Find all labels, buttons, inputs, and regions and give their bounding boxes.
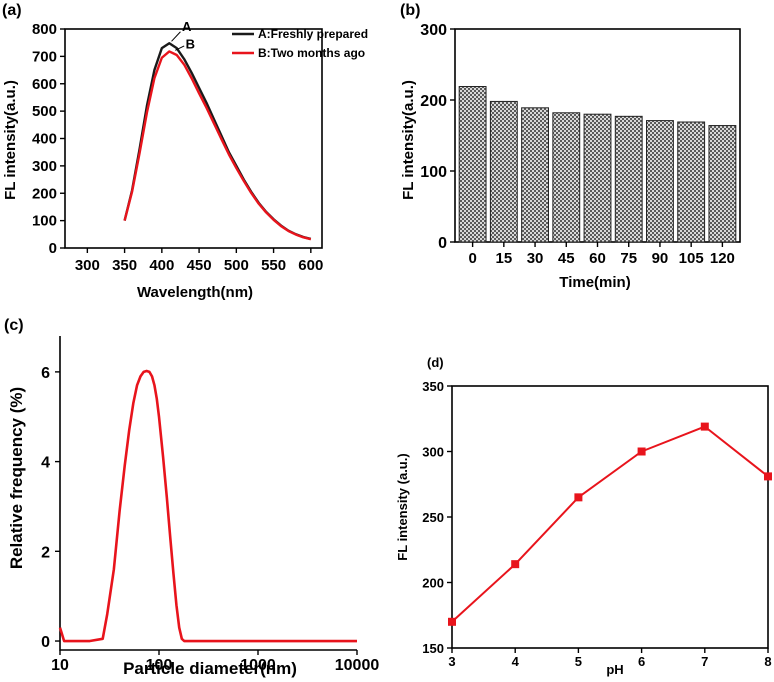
panel-d-xtick-label: 3 bbox=[448, 654, 455, 669]
panel-b-bar bbox=[458, 86, 487, 243]
panel-a-ytick-label: 700 bbox=[32, 48, 57, 65]
panel-d-marker bbox=[511, 560, 520, 569]
panel-a-frame bbox=[64, 28, 323, 249]
panel-d: (d) FL intensity (a.u.) pH 3 4 5 6 7 8 150 200 2… bbox=[395, 355, 772, 677]
panel-b-xtick-label: 120 bbox=[710, 250, 735, 267]
panel-b-ytick-label: 0 bbox=[438, 235, 447, 252]
panel-a: (a) FL intensity(a.u.) Wavelength(nm) 30… bbox=[2, 2, 368, 301]
panel-d-ytick-label: 300 bbox=[422, 445, 444, 460]
panel-c-ytick-label: 0 bbox=[41, 634, 50, 651]
panel-a-xtick-label: 550 bbox=[261, 257, 286, 274]
panel-a-ytick-label: 100 bbox=[32, 213, 57, 230]
panel-b-xtick-label: 90 bbox=[652, 250, 669, 267]
panel-b-bar bbox=[583, 113, 612, 243]
panel-b-bar bbox=[489, 100, 518, 243]
panel-a-annot-b-leader bbox=[175, 45, 185, 51]
panel-a-xtick-label: 600 bbox=[298, 257, 323, 274]
panel-a-annot-a-leader bbox=[171, 31, 181, 42]
panel-a-xtick-label: 350 bbox=[112, 257, 137, 274]
panel-b-xtick-label: 15 bbox=[495, 250, 512, 267]
panel-a-ytick-label: 200 bbox=[32, 185, 57, 202]
panel-a-ylabel: FL intensity(a.u.) bbox=[2, 80, 19, 200]
panel-c-xtick-label: 100 bbox=[146, 657, 173, 674]
panel-b-ytick-label: 200 bbox=[420, 93, 447, 110]
panel-c-ytick-label: 2 bbox=[41, 544, 50, 561]
panel-b-xtick-label: 105 bbox=[679, 250, 704, 267]
panel-d-ytick-label: 150 bbox=[422, 641, 444, 656]
panel-b-bar bbox=[614, 115, 643, 243]
panel-a-xtick-label: 400 bbox=[149, 257, 174, 274]
panel-b-xtick-label: 75 bbox=[620, 250, 637, 267]
panel-d-marker bbox=[574, 493, 583, 502]
panel-a-ytick-label: 400 bbox=[32, 131, 57, 148]
panel-b-xtick-label: 60 bbox=[589, 250, 606, 267]
panel-c-xlabel: Particle diameter(nm) bbox=[123, 659, 297, 678]
panel-c-xtick-label: 10 bbox=[51, 657, 69, 674]
panel-d-ylabel: FL intensity (a.u.) bbox=[395, 453, 410, 560]
panel-d-xlabel: pH bbox=[606, 662, 623, 677]
panel-d-marker bbox=[700, 422, 709, 431]
panel-b-bar bbox=[552, 112, 581, 243]
panel-a-annot-b: B bbox=[186, 37, 195, 52]
panel-b-bar bbox=[521, 107, 549, 243]
panel-d-marker bbox=[637, 447, 646, 456]
panel-b-xtick-label: 45 bbox=[558, 250, 575, 267]
panel-d-ytick-label: 200 bbox=[422, 576, 444, 591]
panel-c-ytick-label: 6 bbox=[41, 365, 50, 382]
panel-c-xtick-label: 10000 bbox=[335, 657, 380, 674]
panel-a-xtick-label: 450 bbox=[187, 257, 212, 274]
panel-d-marker bbox=[448, 617, 456, 626]
panel-d-ytick-label: 250 bbox=[422, 510, 444, 525]
panel-a-ytick-label: 0 bbox=[49, 240, 57, 257]
panel-c-ylabel: Relative frequency (%) bbox=[7, 387, 26, 569]
panel-b-label: (b) bbox=[400, 2, 420, 19]
panel-b: (b) FL intensity(a.u.) Time(min) 0 100 200… bbox=[400, 2, 741, 291]
panel-c-xtick-label: 1000 bbox=[240, 657, 276, 674]
panel-a-xtick-label: 300 bbox=[75, 257, 100, 274]
panel-a-ytick-label: 300 bbox=[32, 158, 57, 175]
panel-d-xtick-label: 8 bbox=[764, 654, 771, 669]
panel-c-axes bbox=[59, 336, 357, 651]
panel-d-xtick-label: 5 bbox=[575, 654, 582, 669]
panel-a-line-fresh bbox=[123, 42, 312, 241]
panel-d-line bbox=[451, 425, 769, 623]
panel-d-frame bbox=[451, 385, 769, 649]
panel-d-marker bbox=[764, 472, 772, 481]
panel-a-xtick-label: 500 bbox=[224, 257, 249, 274]
panel-d-ytick-label: 350 bbox=[422, 379, 444, 394]
panel-d-xtick-label: 4 bbox=[512, 654, 520, 669]
panel-a-ytick-label: 500 bbox=[32, 103, 57, 120]
panel-c-distribution-line bbox=[58, 369, 357, 643]
panel-b-bar bbox=[708, 125, 737, 243]
panel-d-xtick-label: 6 bbox=[638, 654, 645, 669]
panel-a-ytick-label: 800 bbox=[32, 21, 57, 38]
panel-b-xlabel: Time(min) bbox=[559, 274, 630, 291]
panel-c-label: (c) bbox=[4, 317, 24, 334]
panel-a-ytick-label: 600 bbox=[32, 76, 57, 93]
panel-b-bar bbox=[646, 120, 674, 243]
panel-c-ytick-label: 4 bbox=[41, 455, 50, 472]
panel-a-label: (a) bbox=[2, 2, 22, 19]
panel-b-xtick-label: 30 bbox=[527, 250, 544, 267]
panel-a-annot-a: A bbox=[182, 19, 192, 34]
panel-a-xlabel: Wavelength(nm) bbox=[137, 284, 253, 301]
legend-label-aged: B:Two months ago bbox=[258, 46, 365, 60]
panel-d-xtick-label: 7 bbox=[701, 654, 708, 669]
legend-label-fresh: A:Freshly prepared bbox=[258, 27, 368, 41]
panel-b-ytick-label: 300 bbox=[420, 22, 447, 39]
panel-b-ylabel: FL intensity(a.u.) bbox=[400, 80, 417, 200]
panel-b-xtick-label: 0 bbox=[468, 250, 476, 267]
panel-a-line-aged bbox=[123, 50, 312, 241]
panel-b-bar bbox=[677, 121, 706, 243]
panel-b-ytick-label: 100 bbox=[420, 164, 447, 181]
panel-d-label: (d) bbox=[427, 355, 444, 370]
panel-c: (c) Relative frequency (%) Particle diam… bbox=[4, 317, 379, 678]
